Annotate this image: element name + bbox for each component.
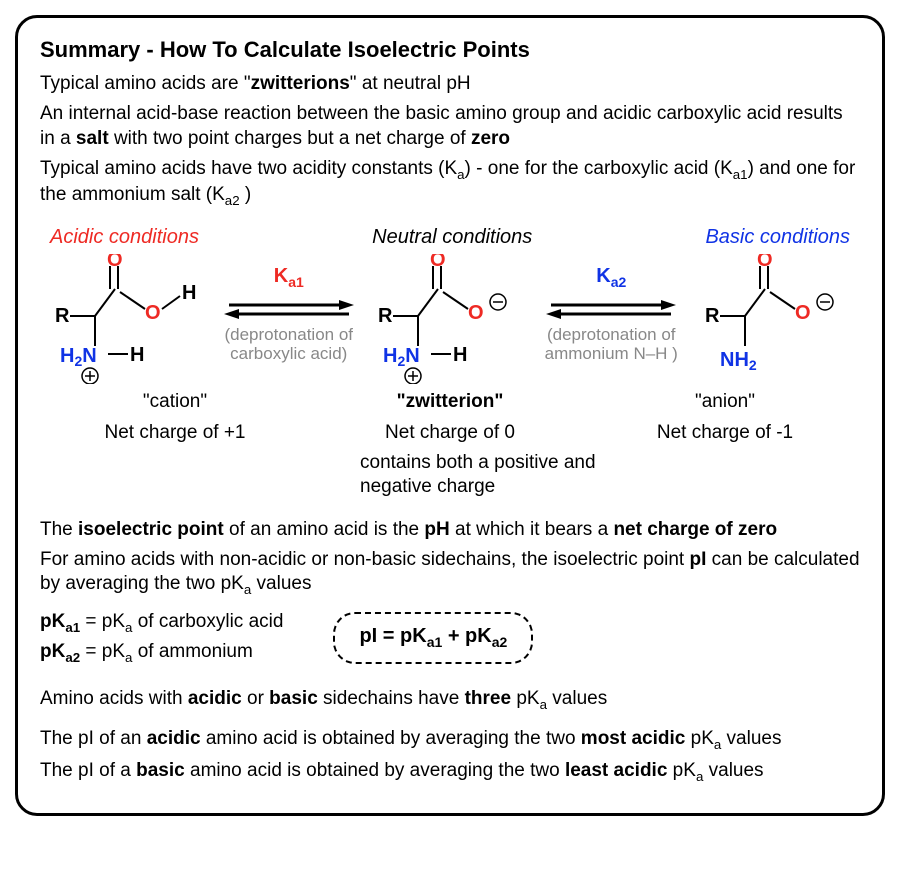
arrow-ka1: Ka1 (deprotonation of carboxylic acid) <box>215 254 363 363</box>
svg-text:H: H <box>182 282 196 304</box>
diagram-row: R O O H H2N H <box>40 254 860 384</box>
card-title: Summary - How To Calculate Isoelectric P… <box>40 36 860 64</box>
label-cation: "cation" <box>50 390 300 414</box>
cond-neutral: Neutral conditions <box>372 225 532 251</box>
svg-text:O: O <box>757 254 773 271</box>
para-three-pka: Amino acids with acidic or basic sidecha… <box>40 687 860 713</box>
zwitterion-note: contains both a positive and negative ch… <box>360 451 640 500</box>
para-two-ka: Typical amino acids have two acidity con… <box>40 157 860 209</box>
svg-text:H: H <box>130 344 144 366</box>
charge-cation: Net charge of +1 <box>50 421 300 445</box>
pka-definitions: pKa1 = pKa of carboxylic acid pKa2 = pKa… <box>40 608 283 667</box>
svg-text:H: H <box>453 344 467 366</box>
svg-text:O: O <box>145 302 161 324</box>
formula-row: pKa1 = pKa of carboxylic acid pKa2 = pKa… <box>40 608 860 667</box>
arrow2-note: (deprotonation of ammonium N–H ) <box>538 326 686 363</box>
molecule-cation: R O O H H2N H <box>40 254 215 384</box>
charge-labels: Net charge of +1 Net charge of 0 Net cha… <box>50 421 850 445</box>
summary-card: Summary - How To Calculate Isoelectric P… <box>15 15 885 816</box>
label-anion: "anion" <box>600 390 850 414</box>
equilibrium-arrow-icon <box>219 294 359 324</box>
anion-svg: R O O NH2 <box>685 254 860 384</box>
svg-text:R: R <box>378 305 393 327</box>
svg-text:R: R <box>55 305 70 327</box>
zwitterion-svg: R O O H2N H <box>363 254 538 384</box>
molecule-zwitterion: R O O H2N H <box>363 254 538 384</box>
svg-text:O: O <box>430 254 446 271</box>
cation-svg: R O O H H2N H <box>40 254 215 384</box>
para-salt: An internal acid-base reaction between t… <box>40 102 860 151</box>
svg-text:R: R <box>705 305 720 327</box>
svg-text:O: O <box>795 302 811 324</box>
charge-zw: Net charge of 0 <box>325 421 575 445</box>
arrow1-note: (deprotonation of carboxylic acid) <box>215 326 363 363</box>
svg-text:H2N: H2N <box>383 345 420 369</box>
charge-anion: Net charge of -1 <box>600 421 850 445</box>
para-zwitterion: Typical amino acids are "zwitterions" at… <box>40 72 860 96</box>
para-basic-pi: The pI of a basic amino acid is obtained… <box>40 759 860 785</box>
pi-formula-box: pI = pKa1 + pKa2 <box>333 612 533 664</box>
para-acidic-pi: The pI of an acidic amino acid is obtain… <box>40 727 860 753</box>
molecule-anion: R O O NH2 <box>685 254 860 384</box>
equilibrium-arrow-icon <box>541 294 681 324</box>
conditions-row: Acidic conditions Neutral conditions Bas… <box>50 225 850 251</box>
species-labels: "cation" "zwitterion" "anion" <box>50 390 850 414</box>
svg-text:H2N: H2N <box>60 345 97 369</box>
svg-text:O: O <box>468 302 484 324</box>
svg-text:O: O <box>107 254 123 271</box>
svg-text:NH2: NH2 <box>720 349 757 373</box>
cond-acidic: Acidic conditions <box>50 225 199 251</box>
cond-basic: Basic conditions <box>705 225 850 251</box>
para-average: For amino acids with non-acidic or non-b… <box>40 548 860 598</box>
arrow-ka2: Ka2 (deprotonation of ammonium N–H ) <box>538 254 686 363</box>
para-isoelectric: The isoelectric point of an amino acid i… <box>40 518 860 542</box>
label-zwitterion: "zwitterion" <box>325 390 575 414</box>
